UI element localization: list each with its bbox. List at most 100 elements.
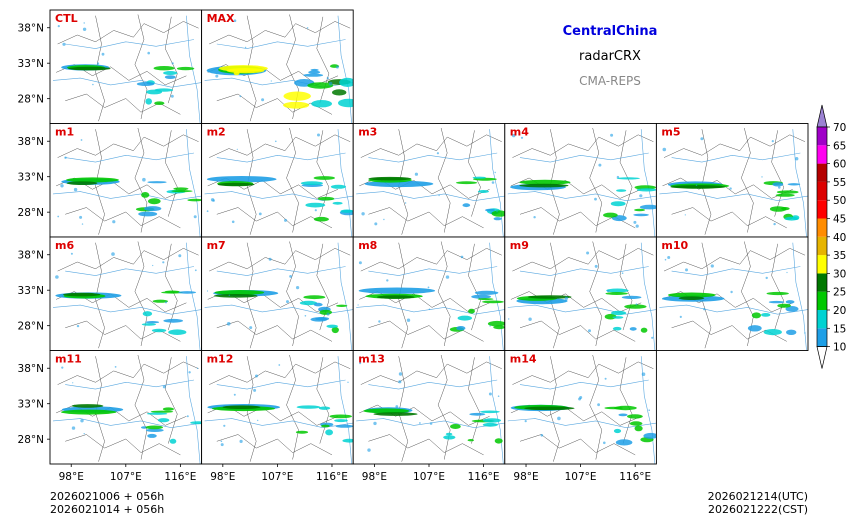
echo-band (670, 185, 726, 189)
echo-dot (71, 426, 76, 430)
x-tick-label: 107°E (565, 471, 597, 483)
echo-cell (761, 313, 771, 317)
echo-dot (765, 276, 768, 280)
echo-dot (335, 65, 339, 69)
init-time-block: 2026021006 + 056h 2026021014 + 056h (50, 490, 164, 516)
echo-dot (223, 424, 226, 427)
echo-streak (477, 298, 494, 301)
echo-dot (358, 261, 362, 265)
echo-streak (334, 419, 348, 423)
river (671, 152, 801, 163)
colorbar-segment (817, 181, 827, 201)
echo-dot (64, 156, 67, 159)
river (489, 242, 504, 351)
echo-dot (373, 421, 377, 426)
echo-dot (496, 210, 498, 213)
variable-name: radarCRX (579, 49, 641, 64)
echo-streak (621, 295, 642, 299)
province-border (57, 248, 199, 272)
province-border (550, 356, 560, 462)
echo-band (524, 406, 575, 411)
echo-dot (395, 405, 399, 408)
echo-cell (190, 421, 202, 425)
echo-streak (330, 184, 346, 189)
echo-streak (605, 292, 628, 295)
echo-dot (664, 258, 667, 261)
province-border (95, 15, 105, 122)
colorbar-segment (817, 236, 827, 256)
province-border (589, 354, 603, 460)
y-tick-label: 28°N (18, 207, 44, 219)
echo-dot (215, 74, 219, 78)
echo-cell (640, 327, 648, 333)
panel-m13: m13 (352, 350, 506, 465)
echo-streak (474, 290, 499, 295)
province-border (512, 361, 654, 385)
echo-cell (443, 435, 456, 440)
panel-m1: m1 (49, 123, 203, 238)
colorbar-segment (817, 328, 827, 347)
province-border (671, 320, 787, 342)
echo-dot (404, 202, 407, 204)
echo-streak (477, 190, 489, 193)
echo-dot (196, 367, 199, 369)
river (216, 39, 346, 49)
panel-m6: m6 (49, 236, 203, 351)
river (671, 266, 801, 276)
echo-dot (494, 171, 496, 174)
echo-dot (588, 329, 591, 333)
echo-dot (383, 218, 385, 221)
echo-cell (313, 216, 329, 222)
province-border (512, 248, 654, 272)
echo-cell (467, 439, 474, 442)
panel-background (504, 123, 657, 237)
y-tick-label: 28°N (18, 434, 44, 446)
echo-cell (332, 89, 347, 96)
echo-streak (176, 66, 195, 71)
echo-cell (141, 323, 156, 326)
river (640, 242, 656, 351)
river (52, 418, 202, 429)
echo-dot (497, 395, 500, 398)
river (186, 15, 201, 124)
echo-cell (317, 196, 335, 201)
echo-dot (226, 322, 231, 326)
province-border (771, 243, 784, 331)
echo-dot (82, 27, 87, 31)
river (337, 356, 352, 464)
echo-dot (414, 172, 418, 176)
echo-band (214, 290, 265, 295)
province-border (209, 248, 351, 272)
panel-m8: m8 (352, 236, 506, 351)
echo-dot (508, 318, 510, 320)
echo-cell (340, 209, 354, 213)
echo-dot (667, 256, 671, 259)
echo-dot (386, 279, 389, 282)
echo-cell (339, 77, 354, 87)
river (519, 266, 649, 276)
echo-dot (314, 209, 317, 212)
echo-streak (162, 407, 174, 411)
province-border (286, 127, 299, 233)
echo-dot (57, 25, 60, 28)
echo-dot (270, 80, 272, 82)
echo-cell (613, 428, 622, 434)
echo-dot (771, 140, 774, 143)
province-border (95, 242, 105, 349)
echo-band (667, 292, 716, 298)
echo-cell (462, 203, 471, 208)
echo-streak (614, 405, 637, 411)
colorbar-label: 20 (833, 305, 846, 317)
echo-streak (636, 188, 657, 192)
echo-dot (621, 272, 624, 275)
echo-dot (429, 422, 433, 425)
province-border (368, 207, 484, 229)
echo-dot (328, 81, 333, 86)
province-border (510, 177, 642, 199)
province-border (671, 207, 787, 229)
river (356, 418, 505, 429)
province-border (216, 320, 333, 342)
panel-label: m1 (55, 126, 74, 139)
echo-dot (512, 133, 516, 138)
